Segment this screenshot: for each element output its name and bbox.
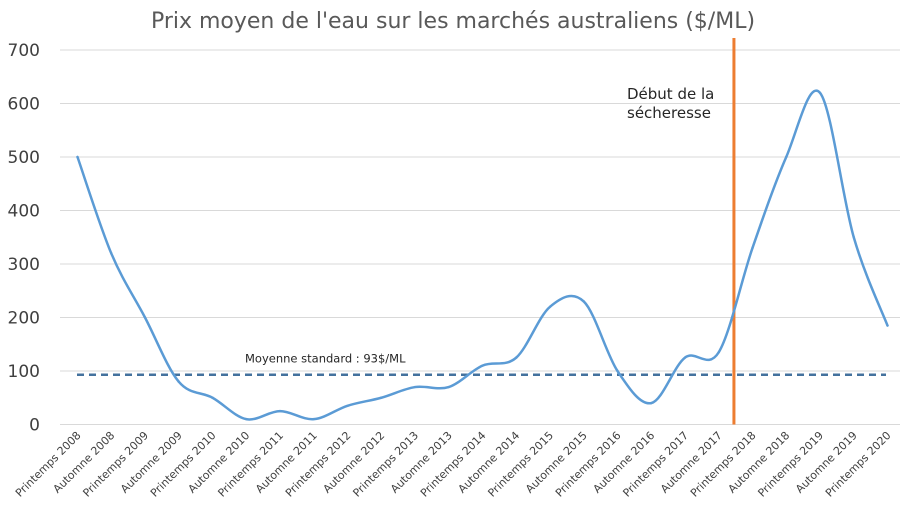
y-tick-label: 300	[8, 255, 40, 275]
data-point	[481, 364, 484, 367]
data-point	[515, 356, 518, 359]
y-tick-label: 500	[8, 148, 40, 168]
data-point	[143, 316, 147, 319]
data-point	[886, 324, 889, 327]
data-point	[76, 155, 79, 159]
y-axis-tick-labels: 0 100 200 300 400 500 600 700	[8, 41, 40, 436]
data-point	[346, 404, 349, 407]
y-tick-label: 400	[8, 202, 40, 222]
annotation-text: Début de la	[627, 85, 714, 103]
series-line	[76, 89, 889, 421]
data-point	[278, 409, 282, 413]
data-point	[717, 351, 720, 354]
data-point	[380, 396, 383, 399]
data-point	[413, 385, 417, 389]
series-layer	[76, 89, 889, 421]
y-tick-label: 100	[8, 362, 40, 382]
y-tick-label: 200	[8, 309, 40, 329]
data-point	[818, 91, 822, 95]
reference-line-label: Moyenne standard : 93$/ML	[245, 352, 406, 366]
data-point	[245, 417, 248, 421]
data-point	[650, 401, 653, 405]
data-point	[211, 396, 214, 399]
data-point	[616, 369, 619, 373]
reference-line-group: Moyenne standard : 93$/ML	[77, 352, 886, 376]
data-point	[582, 300, 585, 303]
data-point	[312, 417, 315, 421]
y-tick-label: 700	[8, 41, 40, 61]
data-point	[548, 305, 552, 308]
data-point	[852, 236, 855, 239]
data-point	[751, 246, 754, 250]
y-tick-label: 600	[8, 95, 40, 115]
data-point	[683, 356, 687, 359]
y-tick-label: 0	[29, 416, 40, 436]
data-point	[110, 252, 113, 255]
data-point	[447, 385, 450, 389]
data-point	[177, 380, 180, 383]
annotation-text: sécheresse	[627, 104, 711, 122]
gridlines	[60, 49, 900, 425]
chart-title: Prix moyen de l'eau sur les marchés aust…	[151, 9, 755, 34]
data-point	[785, 155, 788, 159]
